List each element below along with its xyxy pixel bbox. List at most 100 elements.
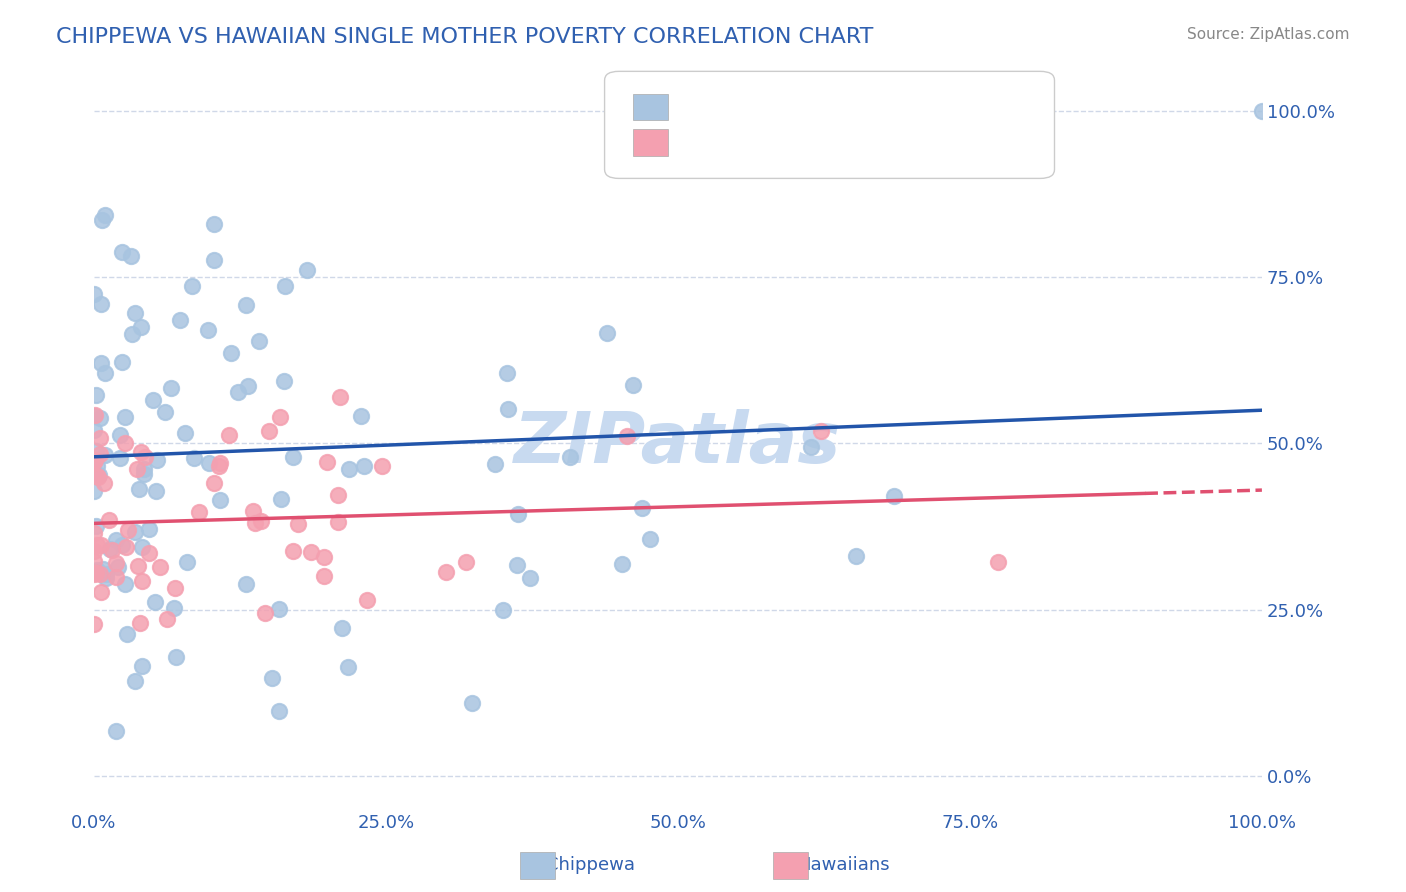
- Point: [89, 431, 111, 445]
- Point: [83, 483, 105, 498]
- Point: [132, 467, 155, 482]
- Point: [202, 253, 225, 268]
- Text: Source: ZipAtlas.com: Source: ZipAtlas.com: [1187, 27, 1350, 42]
- Point: [883, 489, 905, 503]
- Point: [506, 507, 529, 521]
- Point: [124, 673, 146, 688]
- Point: [156, 612, 179, 626]
- Point: [243, 516, 266, 530]
- Point: [125, 462, 148, 476]
- Text: N =: N =: [808, 94, 848, 112]
- Point: [274, 279, 297, 293]
- Point: [129, 615, 152, 630]
- Point: [149, 560, 172, 574]
- Point: [84, 409, 107, 423]
- Point: [558, 450, 581, 464]
- Point: [114, 436, 136, 450]
- Point: [131, 574, 153, 589]
- Point: [114, 540, 136, 554]
- Point: [208, 458, 231, 473]
- Point: [249, 514, 271, 528]
- Point: [330, 621, 353, 635]
- Point: [159, 381, 181, 395]
- Point: [202, 476, 225, 491]
- Point: [235, 298, 257, 312]
- Point: [138, 546, 160, 560]
- Text: CHIPPEWA VS HAWAIIAN SINGLE MOTHER POVERTY CORRELATION CHART: CHIPPEWA VS HAWAIIAN SINGLE MOTHER POVER…: [56, 27, 873, 46]
- Point: [297, 263, 319, 277]
- Point: [131, 540, 153, 554]
- Point: [181, 279, 204, 293]
- Point: [129, 445, 152, 459]
- Point: [84, 388, 107, 402]
- Point: [86, 469, 108, 483]
- Point: [131, 659, 153, 673]
- Point: [612, 557, 634, 571]
- Point: [121, 327, 143, 342]
- Point: [111, 538, 134, 552]
- Point: [84, 566, 107, 580]
- Point: [142, 392, 165, 407]
- Point: [173, 425, 195, 440]
- Point: [254, 606, 277, 620]
- Point: [84, 444, 107, 458]
- Point: [86, 459, 108, 474]
- Point: [124, 306, 146, 320]
- Point: [269, 704, 291, 718]
- Point: [616, 429, 638, 443]
- Point: [165, 649, 187, 664]
- Point: [281, 544, 304, 558]
- Point: [100, 542, 122, 557]
- Point: [270, 491, 292, 506]
- Point: [84, 566, 107, 581]
- Point: [84, 519, 107, 533]
- Point: [83, 554, 105, 568]
- Point: [86, 469, 108, 483]
- Point: [202, 217, 225, 231]
- Point: [262, 671, 284, 685]
- Point: [143, 595, 166, 609]
- Point: [495, 366, 517, 380]
- Point: [87, 467, 110, 482]
- Point: [370, 459, 392, 474]
- Point: [89, 567, 111, 582]
- Point: [219, 346, 242, 360]
- Point: [83, 423, 105, 437]
- Point: [107, 560, 129, 574]
- Point: [492, 602, 515, 616]
- Text: R =: R =: [675, 129, 714, 147]
- Point: [281, 450, 304, 464]
- Point: [484, 458, 506, 472]
- Text: Hawaiians: Hawaiians: [797, 856, 890, 874]
- Point: [120, 249, 142, 263]
- Text: N =: N =: [808, 129, 848, 147]
- Point: [97, 514, 120, 528]
- Point: [621, 378, 644, 392]
- Point: [83, 455, 105, 469]
- Point: [90, 538, 112, 552]
- Point: [800, 441, 823, 455]
- Point: [86, 539, 108, 553]
- Text: Chippewa: Chippewa: [546, 856, 636, 874]
- Point: [86, 563, 108, 577]
- Point: [91, 562, 114, 576]
- Point: [314, 549, 336, 564]
- Point: [434, 566, 457, 580]
- Point: [326, 488, 349, 502]
- Point: [1251, 103, 1274, 118]
- Point: [145, 484, 167, 499]
- Point: [89, 447, 111, 461]
- Point: [89, 411, 111, 425]
- Point: [90, 584, 112, 599]
- Point: [267, 601, 290, 615]
- Point: [460, 696, 482, 710]
- Point: [169, 312, 191, 326]
- Point: [176, 555, 198, 569]
- Point: [183, 450, 205, 465]
- Point: [124, 524, 146, 539]
- Point: [132, 462, 155, 476]
- Point: [105, 533, 128, 547]
- Text: ZIPatlas: ZIPatlas: [515, 409, 842, 478]
- Point: [84, 453, 107, 467]
- Point: [218, 428, 240, 442]
